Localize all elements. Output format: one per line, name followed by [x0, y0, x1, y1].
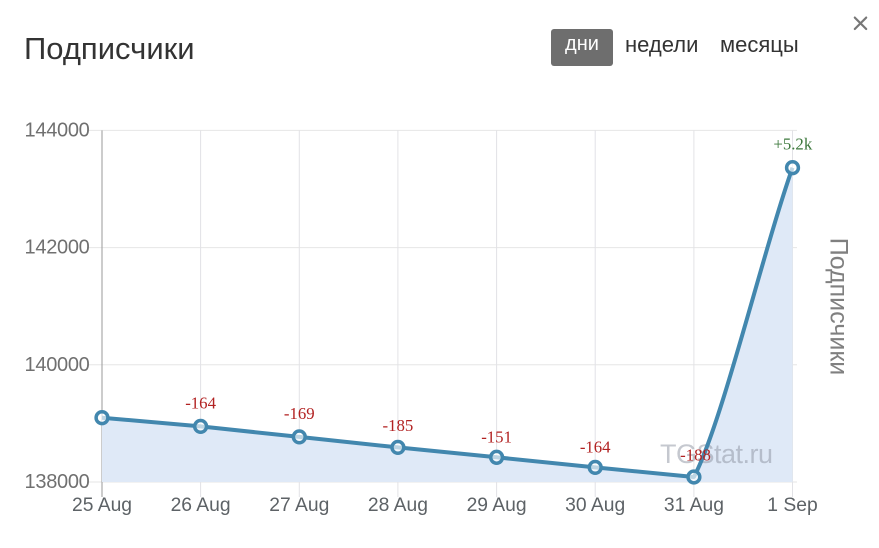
svg-text:-164: -164 — [185, 393, 216, 412]
svg-text:28 Aug: 28 Aug — [368, 495, 428, 516]
svg-text:30 Aug: 30 Aug — [565, 495, 625, 516]
svg-text:27 Aug: 27 Aug — [269, 495, 329, 516]
svg-text:-185: -185 — [383, 416, 414, 435]
svg-text:1 Sep: 1 Sep — [767, 495, 817, 516]
svg-text:TGStat.ru: TGStat.ru — [660, 439, 773, 469]
svg-text:29 Aug: 29 Aug — [467, 495, 527, 516]
svg-text:25 Aug: 25 Aug — [72, 495, 132, 516]
svg-text:-188: -188 — [680, 446, 711, 465]
svg-text:138000: 138000 — [25, 471, 90, 493]
svg-text:-164: -164 — [580, 437, 611, 456]
svg-text:144000: 144000 — [25, 120, 90, 142]
svg-text:+5.2k: +5.2k — [773, 135, 812, 154]
svg-text:26 Aug: 26 Aug — [171, 495, 231, 516]
svg-text:31 Aug: 31 Aug — [664, 495, 724, 516]
svg-text:-169: -169 — [284, 404, 315, 423]
svg-text:Подписчики: Подписчики — [825, 238, 853, 376]
svg-text:140000: 140000 — [25, 354, 90, 376]
svg-text:-151: -151 — [481, 427, 512, 446]
svg-text:142000: 142000 — [25, 237, 90, 259]
